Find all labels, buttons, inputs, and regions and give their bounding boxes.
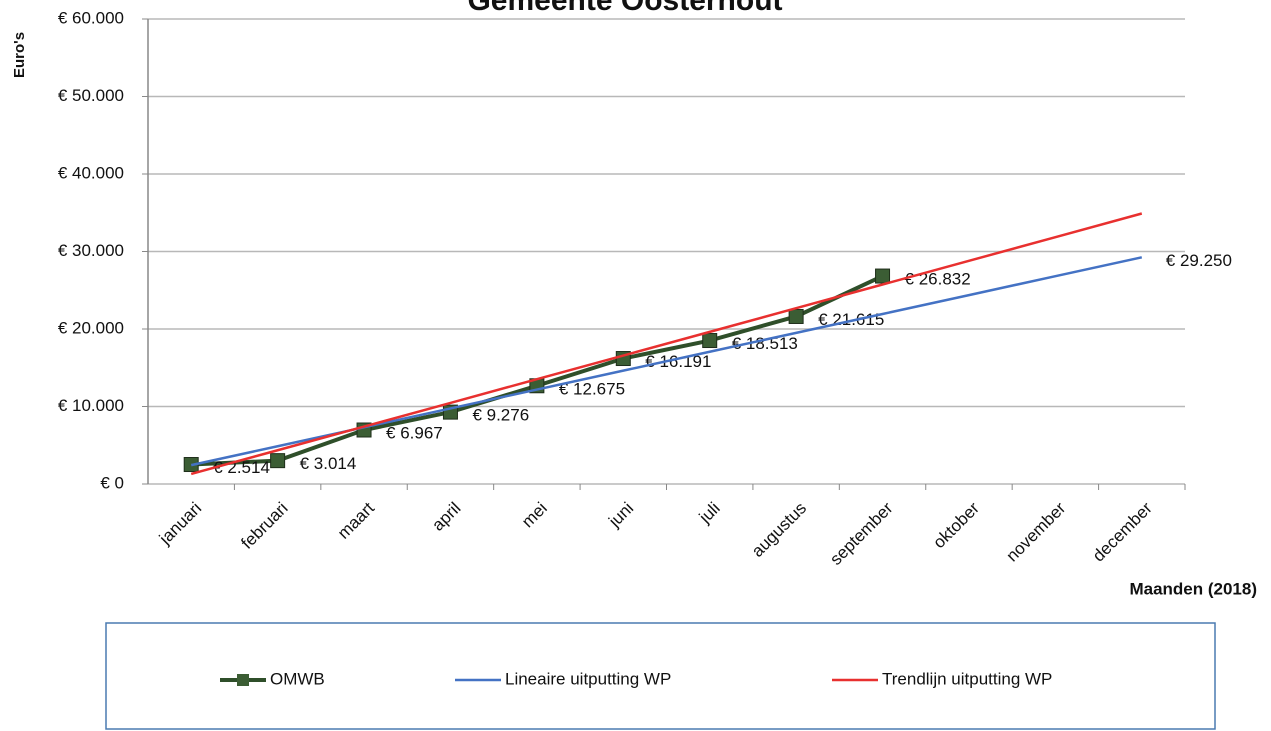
data-label: € 9.276 (472, 406, 529, 425)
y-tick-label: € 30.000 (58, 241, 124, 260)
x-tick-label: augustus (748, 499, 810, 561)
data-label: € 26.832 (905, 270, 971, 289)
x-tick-label: oktober (929, 498, 983, 552)
data-label: € 3.014 (300, 454, 357, 473)
legend-label: Trendlijn uitputting WP (882, 669, 1052, 688)
legend-label: OMWB (270, 669, 325, 688)
x-tick-label: maart (334, 498, 378, 542)
x-tick-label: december (1089, 498, 1156, 565)
series-line (190, 212, 1143, 476)
y-tick-label: € 60.000 (58, 8, 124, 27)
marker (702, 333, 718, 349)
x-tick-label: januari (155, 499, 205, 549)
y-axis-title: Euro's (11, 32, 28, 78)
series-line (191, 274, 884, 467)
marker (270, 453, 286, 469)
data-label: € 29.250 (1166, 251, 1232, 270)
x-tick-label: februari (237, 499, 291, 553)
x-tick-label: november (1002, 498, 1069, 565)
x-tick-label: juli (695, 499, 724, 528)
data-label: € 18.513 (732, 334, 798, 353)
y-tick-label: € 40.000 (58, 163, 124, 182)
x-tick-label: april (428, 499, 464, 535)
chart-title: Gemeente Oosterhout (467, 0, 782, 17)
x-tick-label: mei (518, 499, 551, 532)
data-label: € 12.675 (559, 379, 625, 398)
x-tick-label: september (826, 498, 896, 568)
data-label: € 16.191 (645, 352, 711, 371)
legend-label: Lineaire uitputting WP (505, 669, 671, 688)
data-label: € 6.967 (386, 423, 443, 442)
marker (875, 268, 891, 284)
y-tick-label: € 10.000 (58, 396, 124, 415)
x-tick-label: juni (604, 499, 637, 532)
y-tick-label: € 0 (100, 473, 124, 492)
y-tick-label: € 50.000 (58, 86, 124, 105)
y-tick-label: € 20.000 (58, 318, 124, 337)
marker (788, 308, 804, 324)
x-axis-title: Maanden (2018) (1129, 579, 1257, 598)
legend-box (105, 622, 1216, 730)
legend-marker (237, 674, 249, 686)
